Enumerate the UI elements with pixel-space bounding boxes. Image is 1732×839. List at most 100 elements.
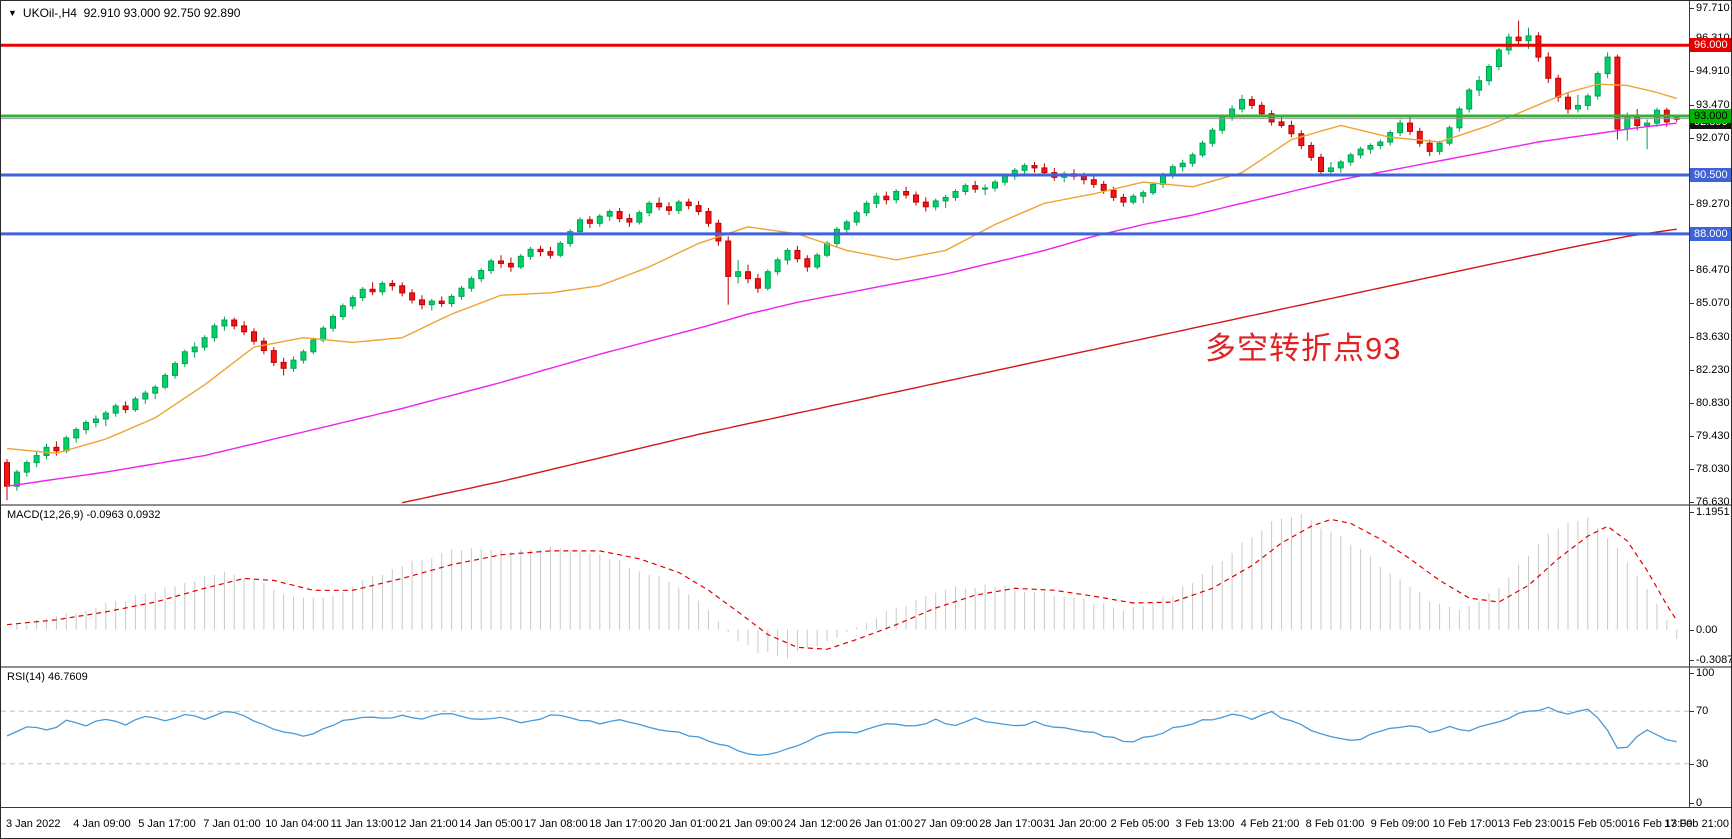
symbol-dropdown-icon[interactable]: ▼	[8, 8, 17, 18]
candle	[1416, 130, 1423, 144]
rsi-panel[interactable]: RSI(14) 46.7609	[1, 668, 1689, 807]
text-annotation[interactable]: 多空转折点93	[1205, 331, 1402, 366]
macd-signal-line[interactable]	[6, 518, 1678, 650]
price-axis-label: 93.470	[1689, 99, 1730, 111]
time-axis-label: 14 Jan 05:00	[459, 818, 523, 830]
panel-splitter-macd[interactable]	[1, 504, 1731, 506]
candle	[1041, 167, 1048, 174]
candle	[389, 282, 396, 287]
candle	[922, 201, 929, 208]
candle	[73, 429, 80, 439]
candle	[1110, 189, 1117, 198]
time-axis-label: 18 Jan 17:00	[589, 818, 653, 830]
candle	[448, 295, 455, 304]
candle	[63, 437, 70, 452]
time-axis-label: 11 Jan 13:00	[330, 818, 394, 830]
candle	[962, 185, 969, 193]
candle	[557, 242, 564, 256]
candle	[1327, 167, 1334, 172]
candle	[527, 248, 534, 257]
candle	[132, 398, 139, 411]
time-axis-label: 10 Jan 04:00	[265, 818, 329, 830]
ma-slow-line[interactable]	[402, 228, 1677, 504]
candle	[577, 219, 583, 233]
candle	[1476, 80, 1483, 91]
candle	[102, 412, 109, 420]
time-axis-label: 4 Feb 21:00	[1240, 818, 1300, 830]
price-badge-93.000: 93.000	[1690, 109, 1731, 123]
candle	[1397, 122, 1404, 134]
rsi-svg[interactable]	[1, 668, 1689, 807]
candle	[13, 471, 20, 487]
candle	[774, 259, 781, 273]
candle	[675, 201, 682, 211]
candle	[1466, 89, 1473, 110]
candle	[517, 255, 524, 268]
candle	[1318, 156, 1324, 173]
candle	[942, 196, 949, 202]
candle	[883, 195, 890, 201]
candle	[1574, 104, 1581, 110]
candle	[172, 363, 178, 376]
candle	[606, 211, 613, 217]
macd-axis-label: -0.3087	[1688, 654, 1732, 666]
candle	[824, 242, 830, 256]
price-badge-88.000: 88.000	[1690, 226, 1731, 241]
time-axis-label: 26 Jan 01:00	[849, 818, 913, 830]
candle	[814, 254, 821, 268]
time-axis-label: 27 Jan 09:00	[914, 818, 978, 830]
time-axis-label: 2 Feb 05:00	[1110, 818, 1170, 830]
rsi-axis-label: 100	[1688, 667, 1715, 679]
candle	[4, 462, 10, 487]
candle	[1407, 122, 1413, 132]
candle-bodies	[4, 35, 1680, 487]
candle	[1644, 122, 1651, 126]
rsi-line[interactable]	[6, 706, 1677, 756]
candle	[1337, 161, 1344, 169]
chart-symbol-label: UKOil-,H4	[22, 6, 77, 20]
candle	[1100, 183, 1107, 191]
candle	[53, 446, 60, 452]
price-badge-90.500: 90.500	[1690, 168, 1731, 182]
candle	[438, 300, 445, 305]
candle	[468, 278, 475, 289]
candle	[1377, 141, 1384, 146]
candle	[112, 405, 119, 414]
macd-panel[interactable]: MACD(12,26,9) -0.0963 0.0932	[1, 506, 1689, 666]
candle	[251, 331, 257, 342]
candle	[1545, 56, 1552, 79]
macd-svg[interactable]	[1, 506, 1689, 666]
candle-wicks-down	[6, 20, 1678, 501]
time-axis-label: 21 Jan 09:00	[719, 818, 783, 830]
ma-mid-line[interactable]	[6, 122, 1677, 487]
price-axis-border	[1689, 1, 1690, 807]
candle	[952, 191, 959, 198]
time-axis-label: 9 Feb 09:00	[1370, 818, 1430, 830]
price-chart-svg[interactable]	[1, 1, 1689, 504]
candle	[646, 202, 653, 214]
candle	[241, 325, 248, 333]
candle	[1495, 49, 1502, 67]
candle	[764, 271, 771, 289]
macd-readout: MACD(12,26,9) -0.0963 0.0932	[7, 509, 161, 521]
candle	[1268, 113, 1275, 123]
candle	[1515, 36, 1522, 42]
candle	[488, 260, 495, 271]
price-chart-panel[interactable]: ▼ UKOil-,H4 92.910 93.000 92.750 92.890 多…	[1, 1, 1689, 504]
panel-splitter-rsi[interactable]	[1, 666, 1731, 668]
candle	[1080, 175, 1087, 181]
time-axis-label: 17 Jan 08:00	[524, 818, 588, 830]
macd-axis-label: 1.1951	[1689, 506, 1730, 518]
candle	[458, 287, 465, 297]
time-axis-label: 15 Feb 05:00	[1562, 818, 1628, 830]
ma-fast-line[interactable]	[6, 83, 1677, 454]
candle	[409, 292, 416, 301]
price-axis-label: 76.630	[1689, 496, 1730, 508]
candle	[201, 337, 208, 348]
candle	[1298, 133, 1305, 146]
candle	[804, 258, 811, 268]
candle	[794, 249, 801, 260]
candle	[379, 282, 386, 293]
rsi-readout: RSI(14) 46.7609	[7, 671, 88, 683]
